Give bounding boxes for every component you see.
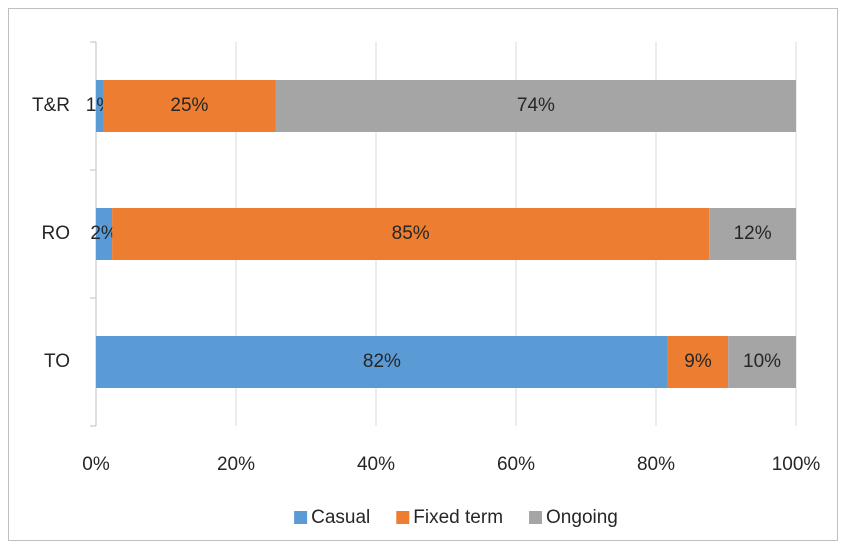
legend-swatch	[396, 511, 410, 524]
data-label: 10%	[743, 351, 781, 372]
legend-swatch	[294, 511, 308, 524]
y-tick-label: RO	[42, 223, 71, 244]
y-tick-label: T&R	[32, 95, 70, 116]
legend-swatch	[529, 511, 543, 524]
bar-segment	[728, 336, 796, 388]
bar-segment	[96, 208, 113, 260]
x-tick-label: 20%	[217, 454, 255, 475]
x-tick-label: 40%	[357, 454, 395, 475]
bar-segment	[667, 336, 729, 388]
data-label: 12%	[734, 223, 772, 244]
bar-segment	[96, 80, 103, 132]
x-tick-label: 60%	[497, 454, 535, 475]
bar-segment	[112, 208, 710, 260]
bar-segment	[103, 80, 276, 132]
x-tick-label: 100%	[772, 454, 821, 475]
bar-segment	[275, 80, 796, 132]
bar-segment	[709, 208, 796, 260]
legend-label: Casual	[311, 507, 370, 528]
data-label: 9%	[684, 351, 712, 372]
legend-label: Fixed term	[413, 507, 503, 528]
legend-label: Ongoing	[546, 507, 618, 528]
data-label: 85%	[392, 223, 430, 244]
data-label: 25%	[170, 95, 208, 116]
data-label: 74%	[517, 95, 555, 116]
x-tick-label: 0%	[82, 454, 110, 475]
data-label: 82%	[363, 351, 401, 372]
y-tick-label: TO	[44, 351, 70, 372]
x-tick-label: 80%	[637, 454, 675, 475]
bar-segment	[96, 336, 668, 388]
data-label: 2%	[90, 223, 118, 244]
